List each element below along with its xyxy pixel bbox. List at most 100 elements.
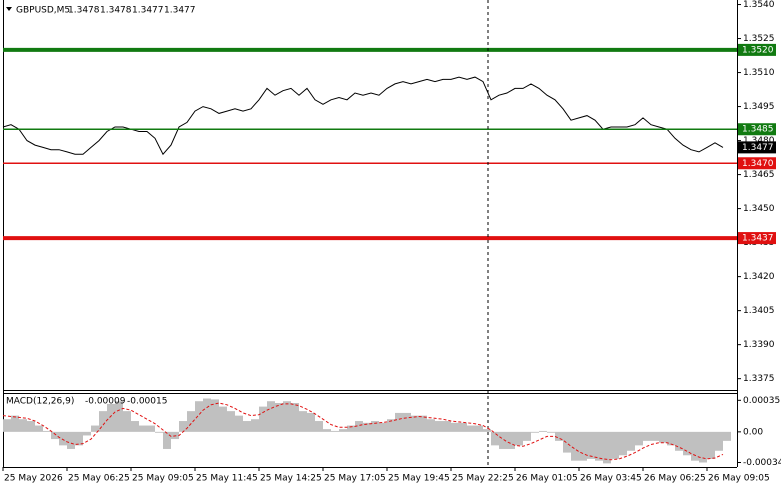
y-tick-label: 1.3450 (743, 204, 775, 214)
y-tick-label: 1.3510 (743, 68, 775, 78)
macd-histogram-bar (595, 431, 603, 461)
macd-histogram-bar (83, 431, 91, 436)
macd-histogram-bar (603, 431, 611, 464)
macd-histogram-bar (51, 431, 59, 440)
macd-histogram-bar (379, 422, 387, 432)
macd-histogram-bar (323, 429, 331, 432)
y-tick-label: 1.3375 (743, 374, 775, 384)
macd-histogram-bar (211, 399, 219, 432)
macd-histogram-bar (11, 415, 19, 432)
macd-histogram-bar (571, 431, 579, 461)
x-tick-label: 26 May 09:05 (708, 474, 770, 484)
macd-histogram-bar (107, 403, 115, 432)
macd-histogram-bar (355, 421, 363, 432)
macd-histogram-bar (507, 431, 515, 449)
macd-histogram-bar (483, 429, 491, 432)
macd-histogram-bar (339, 429, 347, 432)
macd-histogram-bar (59, 431, 67, 446)
ohlc-value: 1.3478 (68, 6, 100, 16)
macd-histogram-bar (299, 411, 307, 432)
macd-histogram-bar (699, 431, 707, 463)
macd-histogram-bar (459, 422, 467, 432)
level-label: 1.3437 (742, 234, 774, 244)
level-label-box (738, 232, 776, 245)
macd-histogram-bar (35, 425, 43, 432)
macd-histogram-bar (611, 431, 619, 459)
macd-current-value: -0.00009 (85, 397, 126, 407)
macd-histogram-bar (683, 431, 691, 456)
x-tick-label: 26 May 01:05 (516, 474, 578, 484)
macd-histogram-bar (219, 406, 227, 432)
macd-histogram-bar (147, 425, 155, 432)
macd-histogram-bar (187, 411, 195, 432)
macd-histogram-bar (115, 401, 123, 432)
macd-histogram-bar (195, 401, 203, 432)
macd-histogram-bar (715, 431, 723, 451)
macd-histogram-bar (523, 431, 531, 441)
last-price-box (738, 141, 776, 154)
macd-histogram-bar (91, 425, 99, 432)
macd-histogram-bar (619, 431, 627, 456)
macd-histogram-bar (707, 431, 715, 459)
macd-histogram-bar (515, 431, 523, 446)
macd-histogram-bar (251, 419, 259, 432)
macd-histogram-bar (67, 431, 75, 449)
ohlc-value: 1.3477 (164, 6, 196, 16)
macd-histogram-bar (395, 412, 403, 432)
macd-histogram-bar (443, 421, 451, 432)
level-label-box (738, 43, 776, 56)
macd-histogram-bar (691, 431, 699, 461)
macd-histogram-bar (131, 421, 139, 432)
y-tick-label: 0.00 (743, 427, 763, 437)
macd-histogram-bar (491, 431, 499, 446)
macd-histogram-bar (531, 431, 539, 433)
x-tick-label: 25 May 11:45 (196, 474, 258, 484)
macd-histogram-bar (75, 431, 83, 446)
macd-histogram-bar (675, 431, 683, 451)
macd-histogram-bar (667, 431, 675, 446)
y-tick-label: -0.00034 (743, 458, 781, 468)
macd-histogram-bar (387, 419, 395, 432)
macd-histogram-bar (283, 401, 291, 432)
level-label: 1.3485 (742, 125, 774, 135)
y-tick-label: 1.3525 (743, 34, 775, 44)
macd-histogram-bar (331, 430, 339, 432)
x-tick-label: 25 May 17:05 (324, 474, 386, 484)
macd-histogram-bar (651, 431, 659, 441)
macd-histogram-bar (371, 421, 379, 432)
y-tick-label: 1.3495 (743, 102, 775, 112)
macd-histogram-bar (723, 431, 731, 441)
macd-histogram-bar (427, 419, 435, 432)
macd-histogram-bar (203, 398, 211, 432)
macd-histogram-bar (467, 425, 475, 432)
y-tick-label: 1.3540 (743, 0, 775, 10)
y-tick-label: 1.3465 (743, 170, 775, 180)
ohlc-value: 1.3478 (100, 6, 132, 16)
y-tick-label: 1.3390 (743, 340, 775, 350)
macd-histogram-bar (419, 415, 427, 432)
ohlc-value: 1.3477 (132, 6, 164, 16)
macd-histogram-bar (139, 425, 147, 432)
macd-histogram-bar (587, 431, 595, 459)
macd-histogram-bar (243, 421, 251, 432)
macd-histogram-bar (475, 425, 483, 432)
macd-histogram-bar (307, 412, 315, 432)
macd-histogram-bar (99, 411, 107, 432)
macd-histogram-bar (235, 415, 243, 432)
x-tick-label: 25 May 22:25 (452, 474, 514, 484)
macd-histogram-bar (643, 431, 651, 441)
macd-histogram-bar (635, 431, 643, 446)
y-tick-label: 0.00035 (743, 396, 780, 406)
x-tick-label: 25 May 19:45 (388, 474, 450, 484)
macd-signal-line (2, 402, 724, 461)
macd-histogram-bar (563, 431, 571, 453)
x-tick-label: 26 May 06:25 (644, 474, 706, 484)
x-tick-label: 26 May 03:45 (580, 474, 642, 484)
macd-histogram-bar (259, 406, 267, 432)
level-label-box (738, 123, 776, 136)
macd-histogram-bar (275, 403, 283, 432)
macd-histogram-bar (547, 431, 555, 433)
macd-current-value: -0.00015 (127, 397, 167, 407)
